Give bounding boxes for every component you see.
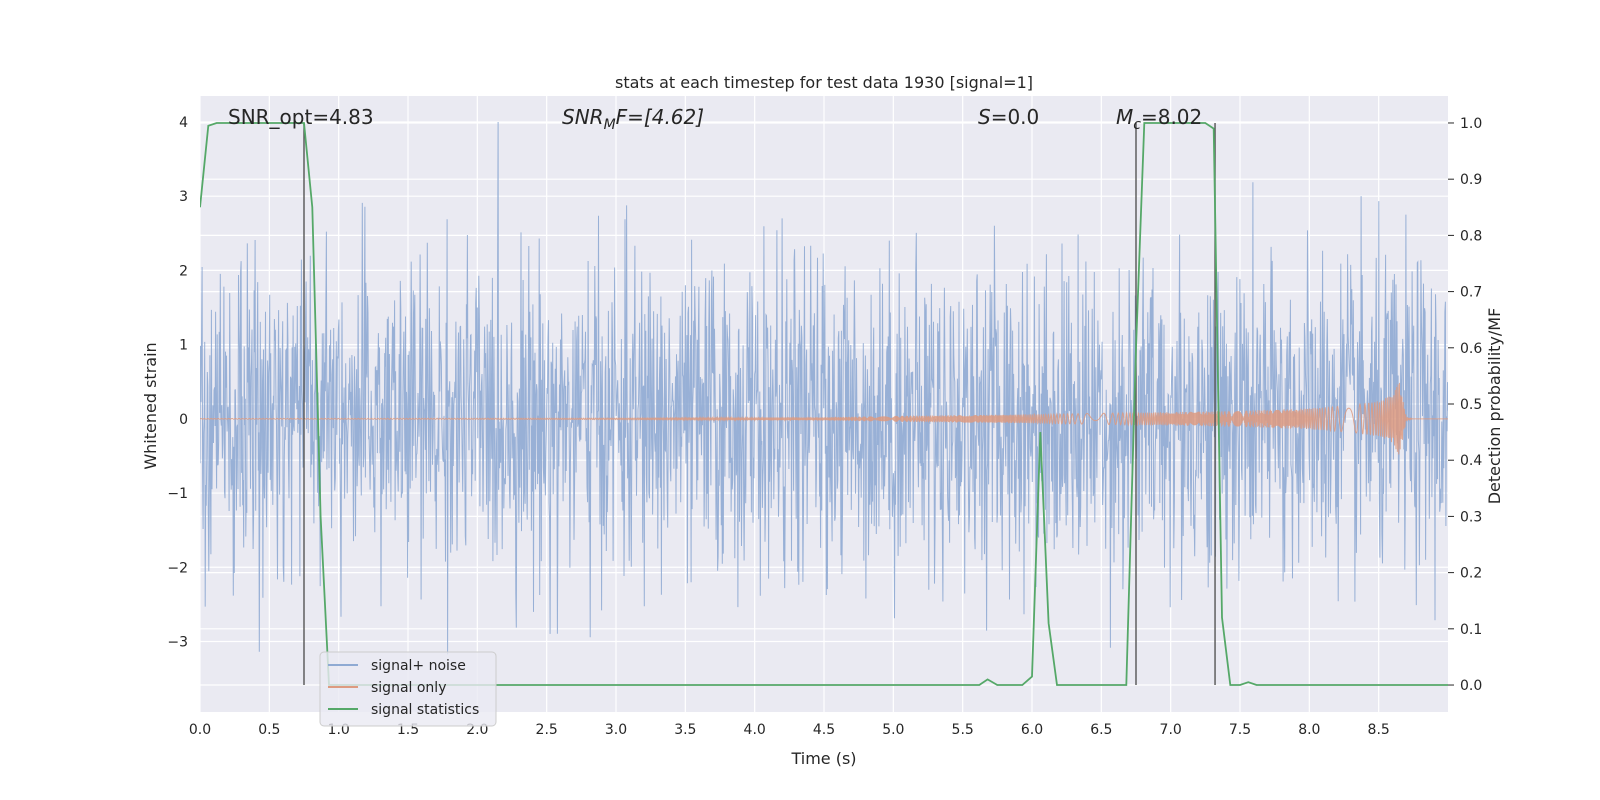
series-signal-plus-noise: [200, 121, 1448, 655]
y-left-tick-label: −2: [167, 560, 188, 576]
legend-label-noise: signal+ noise: [371, 658, 466, 674]
x-tick-label: 0.5: [258, 722, 280, 738]
x-tick-label: 6.0: [1021, 722, 1043, 738]
statistics-line: [200, 122, 1448, 686]
annotation-mc-main: M: [1116, 105, 1133, 129]
x-tick-label: 7.5: [1229, 722, 1251, 738]
annotation-s-rest: =0.0: [991, 105, 1040, 129]
chart-title: stats at each timestep for test data 193…: [615, 73, 1033, 92]
annotation-snr-mf-main: SNR: [562, 105, 604, 129]
x-tick-label: 8.0: [1298, 722, 1320, 738]
y-right-tick-label: 0.5: [1460, 397, 1482, 413]
annotation-snr-mf-rest: F=[4.62]: [616, 105, 704, 129]
x-tick-label: 4.5: [813, 722, 835, 738]
annotation-s: S=0.0: [978, 105, 1039, 129]
annotation-snr-mf-sub: M: [604, 117, 616, 133]
y-right-tick-label: 0.2: [1460, 566, 1482, 582]
y-left-tick-label: 4: [179, 115, 188, 131]
x-tick-label: 3.0: [605, 722, 627, 738]
series-signal-only: [200, 382, 1448, 455]
x-axis-label: Time (s): [790, 749, 856, 768]
noise-line: [200, 121, 1448, 655]
y-right-tick-label: 0.0: [1460, 678, 1482, 694]
annotation-snr-opt: SNR_opt=4.83: [228, 105, 374, 129]
y-left-tick-label: 2: [179, 263, 188, 279]
y-right-tick-label: 0.6: [1460, 341, 1482, 357]
y-right-tick-label: 0.4: [1460, 453, 1482, 469]
y-right-tick-labels: 0.0 0.1 0.2 0.3 0.4 0.5 0.6 0.7 0.8 0.9 1.0: [1448, 116, 1482, 694]
x-tick-label: 4.0: [744, 722, 766, 738]
legend: signal+ noise signal only signal statist…: [319, 651, 497, 727]
x-tick-labels: 0.0 0.5 1.0 1.5 2.0 2.5 3.0 3.5 4.0 4.5 5.0 5.5 6.0 6…: [189, 722, 1390, 738]
legend-label-stats: signal statistics: [371, 702, 479, 718]
y-left-tick-labels: −3 −2 −1 0 1 2 3 4: [167, 115, 188, 651]
annotation-mc: Mc=8.02: [1116, 105, 1202, 133]
y-right-tick-label: 0.3: [1460, 509, 1482, 525]
x-tick-label: 0.0: [189, 722, 211, 738]
x-tick-label: 6.5: [1090, 722, 1112, 738]
y-right-tick-label: 1.0: [1460, 116, 1482, 132]
signal-line: [200, 382, 1448, 455]
y-right-tick-label: 0.1: [1460, 622, 1482, 638]
x-tick-label: 3.5: [674, 722, 696, 738]
y-right-tick-label: 0.8: [1460, 228, 1482, 244]
y-right-tick-label: 0.9: [1460, 172, 1482, 188]
y-right-tick-label: 0.7: [1460, 285, 1482, 301]
y-axis-label-left: Whitened strain: [141, 342, 160, 469]
legend-label-signal: signal only: [371, 680, 446, 696]
series-signal-statistics: [200, 122, 1448, 686]
y-left-tick-label: 1: [179, 338, 188, 354]
y-left-tick-label: 3: [179, 189, 188, 205]
y-left-tick-label: −1: [167, 486, 188, 502]
y-left-tick-label: 0: [179, 412, 188, 428]
x-tick-label: 7.0: [1160, 722, 1182, 738]
x-tick-label: 2.5: [536, 722, 558, 738]
annotation-mc-rest: =8.02: [1141, 105, 1202, 129]
y-left-tick-label: −3: [167, 634, 188, 650]
annotation-s-main: S: [978, 105, 991, 129]
y-axis-label-right: Detection probability/MF: [1485, 308, 1504, 505]
x-tick-label: 5.0: [882, 722, 904, 738]
x-tick-label: 5.5: [952, 722, 974, 738]
annotation-snr-mf: SNRMF=[4.62]: [562, 105, 704, 133]
x-tick-label: 8.5: [1368, 722, 1390, 738]
annotation-mc-sub: c: [1133, 117, 1141, 133]
